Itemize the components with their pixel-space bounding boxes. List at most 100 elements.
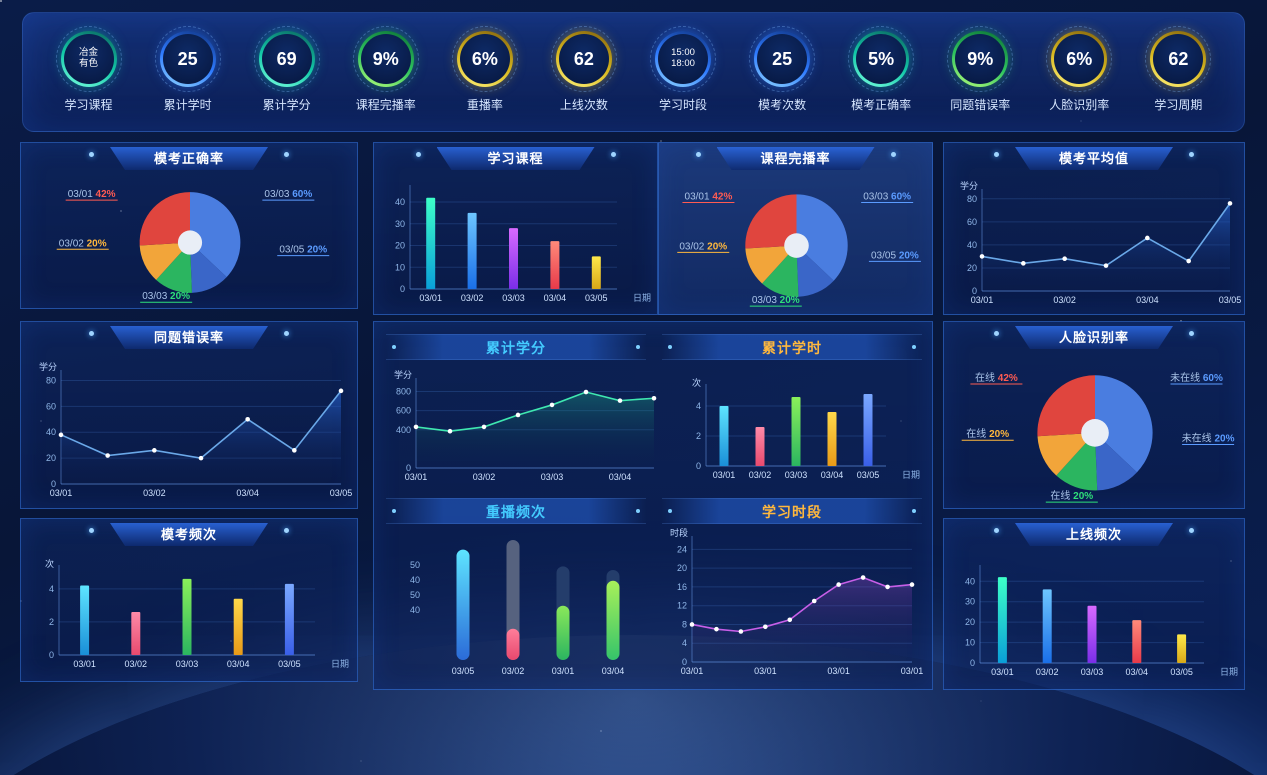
svg-text:03/04: 03/04	[602, 666, 625, 676]
svg-text:03/01: 03/01	[827, 666, 850, 676]
panel-mock-accuracy: 模考正确率 03/03 60% 03/05 20% 03/03 20% 03/02 2…	[20, 142, 358, 309]
kpi-item: 69 累计学分	[243, 26, 331, 113]
svg-text:30: 30	[965, 597, 975, 607]
svg-text:03/03: 03/03	[502, 293, 525, 303]
kpi-item: 6% 重播率	[441, 26, 529, 113]
panel-title-mock-avg: 模考平均值	[1015, 147, 1173, 170]
svg-text:40: 40	[410, 575, 420, 585]
svg-text:03/05: 03/05	[857, 470, 880, 480]
svg-text:80: 80	[46, 375, 56, 385]
subpanel-title-period: 学习时段	[662, 498, 922, 524]
svg-text:30: 30	[395, 219, 405, 229]
svg-text:40: 40	[395, 197, 405, 207]
svg-text:03/01: 03/01	[713, 470, 736, 480]
svg-text:03/05: 03/05	[278, 659, 301, 669]
svg-text:日期: 日期	[1220, 667, 1238, 677]
kpi-value: 25	[162, 34, 213, 84]
svg-text:03/02: 03/02	[461, 293, 484, 303]
svg-text:20: 20	[395, 241, 405, 251]
svg-text:50: 50	[410, 590, 420, 600]
kpi-ring: 6%	[1046, 26, 1113, 92]
kpi-item: 冶金 有色 学习课程	[45, 26, 133, 113]
kpi-label: 学习课程	[64, 98, 113, 112]
panel-mock-freq: 模考频次 0 2 4 次 03/01 03/02 03/03 03/04 03/05 日期	[20, 518, 358, 682]
kpi-ring: 62	[550, 26, 617, 92]
panel-title-courses: 学习课程	[437, 147, 595, 170]
svg-text:2: 2	[49, 617, 54, 627]
kpi-label: 模考次数	[758, 98, 807, 112]
svg-text:03/02: 03/02	[143, 488, 166, 498]
svg-text:03/03: 03/03	[176, 659, 199, 669]
svg-text:日期: 日期	[633, 293, 651, 303]
kpi-label: 课程完播率	[355, 98, 416, 112]
kpi-value: 62	[1153, 34, 1204, 84]
kpi-ring: 62	[1145, 26, 1212, 92]
svg-text:0: 0	[970, 658, 975, 668]
svg-text:80: 80	[967, 194, 977, 204]
kpi-label: 累计学时	[163, 98, 212, 112]
svg-text:学分: 学分	[394, 369, 412, 380]
svg-text:03/02: 03/02	[1036, 667, 1059, 677]
completion-pie-chart[interactable]: 03/03 60% 03/05 20% 03/03 20% 03/02 20% 03/0…	[667, 179, 926, 307]
svg-text:03/05 20%: 03/05 20%	[871, 250, 919, 261]
replay-capsule-chart[interactable]: 50 40 50 40 03/05 03/02 03/01 03/04	[394, 530, 644, 680]
panel-mock-avg: 模考平均值 0 20 40 60 80 学分 03/01 03/02 03/04 03/05	[943, 142, 1245, 315]
svg-text:03/04: 03/04	[236, 488, 259, 498]
courses-bar-chart[interactable]: 0 10 20 30 40 03/01 03/02 03/03 03/04 03/05 日期	[380, 179, 653, 307]
svg-text:在线 20%: 在线 20%	[1050, 489, 1093, 502]
svg-text:400: 400	[396, 425, 411, 435]
kpi-item: 62 上线次数	[540, 26, 628, 113]
svg-text:次: 次	[45, 558, 54, 569]
svg-text:2: 2	[696, 431, 701, 441]
kpi-value: 9%	[955, 34, 1006, 84]
svg-text:03/05: 03/05	[1170, 667, 1193, 677]
mock-avg-line-chart[interactable]: 0 20 40 60 80 学分 03/01 03/02 03/04 03/05	[950, 180, 1241, 307]
svg-text:03/05 20%: 03/05 20%	[279, 245, 327, 256]
panel-face: 人脸识别率 未在线 60% 未在线 20% 在线 20% 在线 20% 在线 42%	[943, 321, 1245, 509]
credits-line-chart[interactable]: 0 400 600 800 学分 03/01 03/02 03/03 03/04	[384, 369, 664, 484]
face-pie-chart[interactable]: 未在线 60% 未在线 20% 在线 20% 在线 20% 在线 42%	[950, 358, 1240, 503]
kpi-item: 25 累计学时	[144, 26, 232, 113]
same-q-error-line-chart[interactable]: 0 20 40 60 80 学分 03/01 03/02 03/04 03/05	[29, 361, 352, 500]
svg-text:03/01: 03/01	[50, 488, 73, 498]
kpi-item: 9% 课程完播率	[342, 26, 430, 113]
svg-text:学分: 学分	[39, 361, 57, 372]
svg-text:03/03 60%: 03/03 60%	[264, 189, 312, 200]
svg-text:学分: 学分	[960, 180, 978, 191]
svg-text:03/01: 03/01	[971, 295, 994, 305]
hours-bar-chart[interactable]: 0 2 4 次 03/01 03/02 03/03 03/04 03/05 日期	[676, 377, 922, 484]
panel-same-q-error: 同题错误率 0 20 40 60 80 学分 03/01 03/02 03/04 03/05	[20, 321, 358, 509]
panel-title-completion: 课程完播率	[717, 147, 875, 170]
online-bar-chart[interactable]: 0 10 20 30 40 03/01 03/02 03/03 03/04 03/05 日期	[950, 559, 1240, 681]
kpi-item: 15:00 18:00 学习时段	[639, 26, 727, 113]
svg-text:03/01: 03/01	[405, 472, 428, 482]
svg-text:03/04: 03/04	[544, 293, 567, 303]
svg-text:16: 16	[677, 582, 687, 592]
svg-text:03/02: 03/02	[502, 666, 525, 676]
mock-accuracy-pie-chart[interactable]: 03/03 60% 03/05 20% 03/03 20% 03/02 20% 03/0…	[41, 177, 339, 303]
svg-text:40: 40	[967, 240, 977, 250]
svg-text:03/01: 03/01	[754, 666, 777, 676]
panel-title-same-q-error: 同题错误率	[110, 326, 268, 349]
svg-text:0: 0	[49, 650, 54, 660]
period-line-chart[interactable]: 0 4 8 12 16 20 24 时段 03/01 03/01 03/01 03/01	[660, 527, 923, 678]
svg-text:在线 42%: 在线 42%	[975, 371, 1018, 384]
svg-text:03/03 20%: 03/03 20%	[142, 291, 190, 302]
svg-text:20: 20	[965, 617, 975, 627]
svg-text:12: 12	[677, 601, 687, 611]
kpi-value: 5%	[856, 34, 907, 84]
svg-text:时段: 时段	[670, 527, 688, 538]
svg-text:03/02: 03/02	[749, 470, 772, 480]
kpi-value: 6%	[1054, 34, 1105, 84]
svg-text:03/01: 03/01	[552, 666, 575, 676]
svg-text:日期: 日期	[902, 470, 920, 480]
svg-text:03/01: 03/01	[991, 667, 1014, 677]
svg-text:03/01: 03/01	[419, 293, 442, 303]
svg-text:0: 0	[51, 479, 56, 489]
svg-text:03/04: 03/04	[1136, 295, 1159, 305]
panel-online: 上线频次 0 10 20 30 40 03/01 03/02 03/03 03/04 03/05 日…	[943, 518, 1245, 690]
mock-freq-bar-chart[interactable]: 0 2 4 次 03/01 03/02 03/03 03/04 03/05 日期	[29, 558, 351, 673]
panel-title-mock-accuracy: 模考正确率	[110, 147, 268, 170]
svg-text:10: 10	[395, 262, 405, 272]
